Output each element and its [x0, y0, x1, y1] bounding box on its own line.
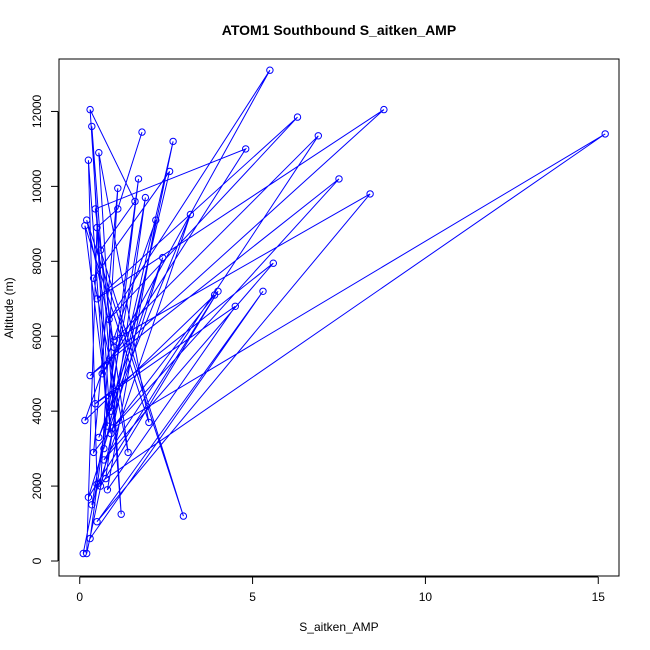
- data-point: [95, 149, 103, 157]
- data-point: [96, 482, 105, 490]
- x-axis-label: S_aitken_AMP: [299, 620, 378, 634]
- data-point: [95, 433, 103, 442]
- data-point: [231, 302, 240, 310]
- x-tick-label: 5: [249, 590, 256, 604]
- data-point: [108, 424, 117, 432]
- data-point: [100, 444, 108, 453]
- y-tick-label: 10000: [30, 169, 44, 203]
- data-point: [117, 510, 125, 518]
- data-point: [96, 246, 105, 254]
- x-tick-label: 15: [592, 590, 606, 604]
- data-point: [86, 534, 94, 543]
- data-point: [269, 259, 277, 267]
- data-point: [366, 190, 374, 198]
- series-line: [82, 69, 606, 554]
- data-point: [169, 137, 177, 146]
- y-tick-label: 8000: [30, 248, 44, 275]
- data-point: [105, 315, 113, 324]
- data-point: [89, 448, 98, 457]
- data-point: [93, 295, 101, 303]
- data-point: [103, 486, 112, 494]
- data-point: [186, 210, 195, 219]
- data-point: [266, 66, 274, 74]
- data-point: [335, 175, 343, 183]
- data-point: [103, 422, 112, 430]
- data-point: [79, 549, 87, 558]
- plot-frame: [58, 58, 620, 577]
- y-axis: 0 2000 4000 6000 8000 10000 12000: [30, 94, 59, 564]
- data-point: [380, 105, 388, 114]
- y-tick-label: 6000: [30, 323, 44, 350]
- data-point: [114, 205, 122, 213]
- data-point: [145, 418, 153, 427]
- data-point: [93, 518, 101, 526]
- data-point: [131, 197, 139, 206]
- data-point: [88, 122, 96, 131]
- data-point: [84, 156, 93, 164]
- data-point: [81, 416, 89, 425]
- data-point: [110, 336, 119, 344]
- y-tick-label: 4000: [30, 397, 44, 424]
- data-point: [91, 205, 100, 213]
- data-point: [124, 448, 132, 457]
- series-layer: [82, 69, 606, 554]
- data-point: [93, 223, 101, 232]
- y-tick-label: 12000: [30, 94, 44, 128]
- data-point: [141, 193, 150, 202]
- data-point: [114, 184, 122, 193]
- data-point: [86, 105, 94, 114]
- data-point: [84, 493, 93, 501]
- data-point: [83, 549, 91, 558]
- data-point: [210, 291, 219, 299]
- x-tick-label: 10: [419, 590, 433, 604]
- data-point: [83, 216, 91, 224]
- y-axis-label: Altitude (m): [2, 277, 16, 338]
- data-point: [165, 167, 174, 176]
- data-point: [179, 512, 188, 520]
- data-point: [98, 370, 106, 378]
- data-point: [91, 400, 100, 408]
- data-point: [293, 113, 302, 121]
- data-point: [107, 407, 115, 415]
- data-point: [601, 130, 609, 138]
- data-point: [259, 287, 267, 295]
- chart-title: ATOM1 Southbound S_aitken_AMP: [222, 22, 456, 38]
- x-axis: 0 5 10 15: [76, 576, 606, 604]
- data-point: [102, 474, 110, 483]
- data-point: [138, 128, 146, 136]
- data-point: [152, 216, 160, 224]
- x-tick-label: 0: [76, 590, 83, 604]
- y-tick-label: 2000: [30, 472, 44, 499]
- data-point: [93, 480, 101, 488]
- data-point: [242, 145, 250, 153]
- data-point: [100, 456, 108, 464]
- data-point: [314, 132, 322, 140]
- data-point: [89, 274, 98, 282]
- data-point: [159, 253, 167, 262]
- data-point: [110, 343, 119, 352]
- data-point: [88, 501, 96, 509]
- data-point: [86, 371, 94, 380]
- marker-layer: [79, 66, 609, 558]
- data-point: [134, 175, 143, 183]
- y-tick-label: 0: [30, 557, 44, 564]
